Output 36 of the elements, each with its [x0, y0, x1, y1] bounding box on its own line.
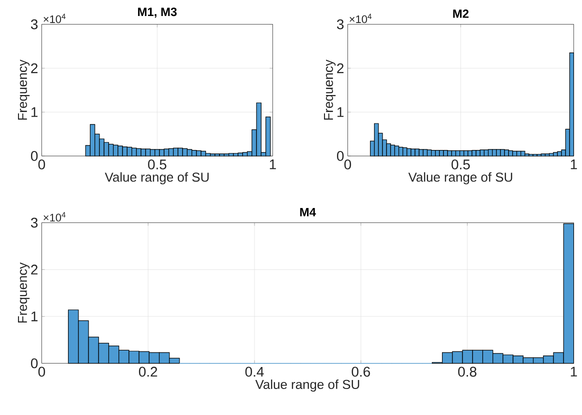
text: ×10$^{4}$	[44, 14, 66, 24]
y-tick-label: 0	[30, 151, 38, 161]
x-tick-label: 0	[38, 366, 46, 377]
x-tick-label: 0	[38, 160, 46, 170]
y-tick-label: 1	[31, 107, 38, 117]
x-axis-title: Value range of SU	[408, 172, 512, 184]
y-axis-title: Frequency	[324, 60, 336, 120]
x-tick-label: 0	[344, 160, 352, 170]
y-tick-label: 3	[30, 19, 38, 30]
y-tick-label: 2	[31, 264, 38, 274]
y-tick-label: 2	[337, 63, 344, 74]
x-axis-title: Value range of SU	[104, 172, 209, 184]
x-axis-title: Value range of SU	[255, 380, 360, 392]
x-tick-label: 0.4	[245, 366, 264, 377]
y-axis-title: Frequency	[18, 60, 30, 120]
x-tick-label: 0.5	[148, 160, 166, 170]
x-tick-label: 1	[270, 160, 276, 170]
y-tick-label: 0	[30, 358, 38, 368]
y-tick-label: 1	[31, 312, 38, 322]
y-tick-label: 3	[336, 19, 344, 30]
chart-title: M4	[300, 208, 316, 216]
x-tick-label: 0.2	[138, 366, 158, 377]
y-tick-label: 1	[337, 107, 344, 117]
chart-title: M2	[453, 9, 469, 18]
y-tick-label: 2	[31, 63, 38, 74]
y-tick-label: 3	[30, 218, 38, 228]
x-tick-label: 0.5	[452, 160, 470, 170]
x-tick-label: 1	[570, 160, 577, 170]
x-tick-label: 0.8	[458, 366, 476, 377]
text: ×10$^{4}$	[44, 212, 66, 222]
y-tick-label: 0	[336, 151, 344, 161]
y-axis-title: Frequency	[18, 262, 30, 323]
x-tick-label: 0.6	[352, 366, 370, 377]
text: ×10$^{4}$	[350, 14, 372, 24]
x-tick-label: 1	[570, 366, 577, 376]
chart-title: M1, M3	[138, 8, 177, 18]
